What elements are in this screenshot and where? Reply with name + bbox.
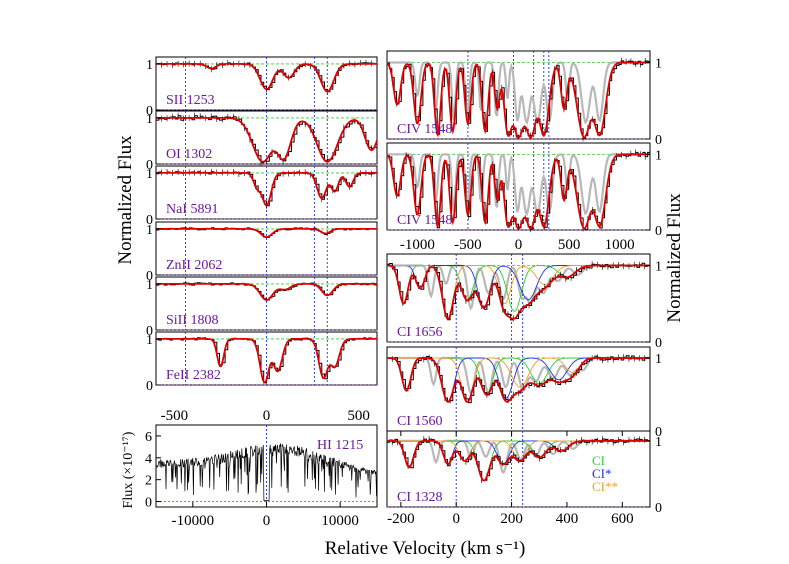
ylabel-right: Normalized Flux — [664, 193, 685, 323]
y-tick-label: 1 — [655, 435, 662, 450]
legend-ci-star: CI* — [592, 466, 612, 481]
panel-left-hi: 0 2 4 6 -10000 0 10000 HI 1215 — [145, 424, 378, 529]
contaminant-spectrum — [387, 153, 650, 217]
x-tick-label: 10000 — [321, 513, 359, 529]
y-tick-label: 1 — [655, 148, 662, 163]
contaminant-spectrum — [387, 61, 650, 126]
civ-x-tick-label: -1000 — [400, 237, 435, 253]
panel-frame — [386, 253, 651, 343]
y-tick-label: 1 — [146, 112, 153, 127]
hi-ylabel: Flux (×10⁻¹⁷) — [121, 431, 136, 508]
panel-right-1: 0 1 CIV 1548 — [386, 50, 662, 148]
y-tick-label: 0 — [146, 158, 153, 173]
y-tick-label: 0 — [146, 324, 153, 339]
y-tick-label: 1 — [146, 333, 153, 348]
panel-frame — [386, 50, 651, 140]
y-tick-label: 1 — [146, 278, 153, 293]
ion-label: FeII 2382 — [166, 368, 221, 383]
ion-label: NaI 5891 — [166, 202, 219, 217]
panel-frame — [386, 142, 651, 231]
y-tick-label: 1 — [146, 167, 153, 182]
hi-spectrum — [155, 443, 378, 501]
data-spectrum — [387, 60, 651, 139]
y-tick-label: 1 — [655, 352, 662, 367]
legend-ci: CI — [592, 453, 605, 468]
panel-frame — [386, 430, 651, 508]
y-tick-label: 4 — [145, 452, 152, 467]
xlabel: Relative Velocity (km s⁻¹) — [325, 538, 526, 559]
panel-left-2: 0 1 OI 1302 — [146, 110, 378, 173]
model-fit — [156, 63, 377, 93]
ion-label: ZnII 2062 — [166, 258, 222, 273]
civ-x-tick-label: 500 — [558, 237, 581, 253]
legend-ci-2star: CI** — [592, 479, 618, 494]
y-tick-label: 0 — [146, 104, 153, 119]
y-tick-label: 0 — [655, 425, 662, 440]
model-fit — [387, 264, 650, 320]
panel-right-5: 0 1 CI 1328 -200 0 200 400 600 — [386, 430, 662, 527]
civ-x-tick-label: 0 — [515, 237, 523, 253]
y-tick-label: 0 — [146, 379, 153, 394]
data-spectrum — [156, 115, 378, 164]
y-tick-label: 6 — [145, 430, 152, 445]
x-tick-label: 0 — [452, 511, 460, 527]
ion-label: OI 1302 — [166, 147, 212, 162]
y-tick-label: 1 — [655, 259, 662, 274]
model-fit — [156, 117, 378, 163]
panel-right-4: 0 1 CI 1560 — [386, 346, 662, 440]
y-tick-label: 0 — [655, 224, 662, 239]
contaminant-spectrum — [387, 356, 650, 395]
ion-label: CIV 1548 — [397, 213, 452, 228]
panel-right-3: 0 1 CI 1656 — [386, 253, 662, 351]
y-tick-label: 0 — [146, 213, 153, 228]
model-fit — [156, 283, 377, 302]
x-tick-label: -10000 — [172, 513, 215, 529]
y-tick-label: 1 — [146, 223, 153, 238]
shared-x-tick-label: -500 — [161, 408, 189, 424]
civ-x-tick-label: -500 — [454, 237, 482, 253]
y-tick-label: 1 — [655, 56, 662, 71]
x-tick-label: -200 — [387, 511, 415, 527]
civ-x-tick-label: 1000 — [605, 237, 635, 253]
ion-label: CI 1656 — [397, 325, 443, 340]
panel-left-6: 0 1 FeII 2382 — [146, 331, 378, 394]
y-tick-label: 0 — [146, 269, 153, 284]
model-fit — [156, 228, 377, 239]
x-tick-label: 0 — [263, 513, 271, 529]
y-tick-label: 0 — [655, 336, 662, 351]
ion-label: CI 1328 — [397, 490, 443, 505]
y-tick-label: 0 — [655, 501, 662, 516]
panel-left-4: 0 1 ZnII 2062 — [146, 221, 378, 284]
panel-left-3: 0 1 NaI 5891 — [146, 165, 378, 228]
x-tick-label: 600 — [611, 511, 634, 527]
model-fit — [156, 338, 377, 384]
model-fit — [387, 357, 650, 403]
ion-label: CIV 1548 — [397, 122, 452, 137]
y-tick-label: 0 — [655, 133, 662, 148]
model-fit — [386, 153, 650, 230]
ion-label: CI 1560 — [397, 414, 443, 429]
ci-legend: CI CI* CI** — [592, 453, 618, 494]
shared-x-tick-label: 0 — [263, 408, 271, 424]
ion-label: HI 1215 — [317, 438, 363, 453]
ylabel-left: Normalized Flux — [115, 135, 136, 265]
model-fit — [386, 61, 650, 139]
panel-right-2: 0 1 CIV 1548 — [386, 142, 662, 239]
ion-label: SII 1253 — [166, 93, 215, 108]
shared-x-tick-label: 500 — [347, 408, 370, 424]
ion-label: SiII 1808 — [166, 313, 219, 328]
x-tick-label: 400 — [556, 511, 579, 527]
y-tick-label: 1 — [146, 58, 153, 73]
panel-left-5: 0 1 SiII 1808 — [146, 276, 378, 339]
panel-left-1: 0 1 SII 1253 — [146, 56, 378, 119]
model-fit — [156, 172, 377, 207]
y-tick-label: 2 — [145, 474, 152, 489]
y-tick-label: 0 — [145, 496, 152, 511]
model-fit — [387, 440, 650, 482]
x-tick-label: 200 — [500, 511, 523, 527]
